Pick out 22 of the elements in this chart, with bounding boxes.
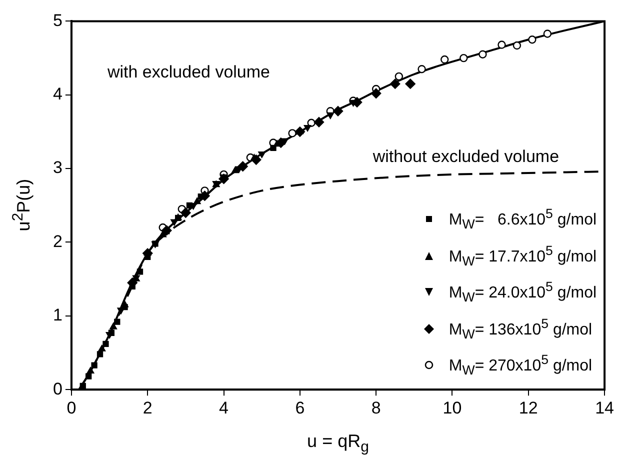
y-tick-label: 0 — [52, 379, 62, 398]
y-tick-label: 5 — [52, 10, 62, 30]
annotation: with excluded volume — [106, 62, 270, 82]
y-tick-label: 4 — [52, 84, 62, 104]
x-tick-label: 4 — [219, 398, 228, 418]
legend-label: M$_{W}$= 17.7x10$^{5}$ g/mol — [448, 242, 597, 270]
x-tick-label: 6 — [295, 398, 305, 418]
x-tick-label: 8 — [371, 398, 381, 418]
annotation: without excluded volume — [372, 147, 560, 166]
legend-label: M$_{W}$= 6.6x10$^{5}$ g/mol — [448, 205, 597, 234]
y-tick-label: 1 — [52, 306, 62, 325]
legend-label: M$_{W}$= 270x10$^{5}$ g/mol — [448, 351, 592, 380]
x-tick-label: 12 — [518, 398, 538, 418]
y-tick-label: 2 — [52, 232, 62, 251]
x-tick-label: 14 — [595, 398, 614, 418]
x-tick-label: 10 — [442, 398, 462, 418]
x-tick-label: 0 — [66, 398, 76, 418]
x-axis-title: u = qR$_{g}$ — [307, 431, 369, 456]
legend-label: M$_{W}$= 136x10$^{5}$ g/mol — [448, 314, 592, 344]
y-tick-label: 3 — [52, 158, 62, 178]
x-tick-label: 2 — [142, 398, 152, 418]
legend-label: M$_{W}$= 24.0x10$^{5}$ g/mol — [448, 278, 597, 307]
